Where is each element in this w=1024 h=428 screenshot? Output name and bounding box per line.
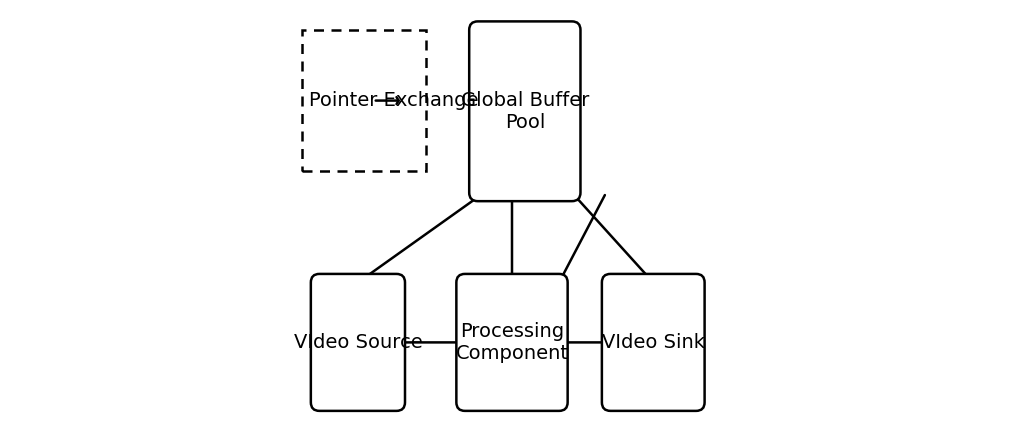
FancyBboxPatch shape: [457, 274, 567, 411]
FancyBboxPatch shape: [302, 30, 426, 171]
FancyBboxPatch shape: [469, 21, 581, 201]
Text: Processing
Component: Processing Component: [456, 322, 568, 363]
FancyBboxPatch shape: [311, 274, 406, 411]
Text: VIdeo Sink: VIdeo Sink: [602, 333, 705, 352]
FancyBboxPatch shape: [602, 274, 705, 411]
Text: VIdeo Source: VIdeo Source: [294, 333, 422, 352]
Text: Pointer Exchange: Pointer Exchange: [308, 91, 478, 110]
Text: Global Buffer
Pool: Global Buffer Pool: [461, 91, 589, 132]
